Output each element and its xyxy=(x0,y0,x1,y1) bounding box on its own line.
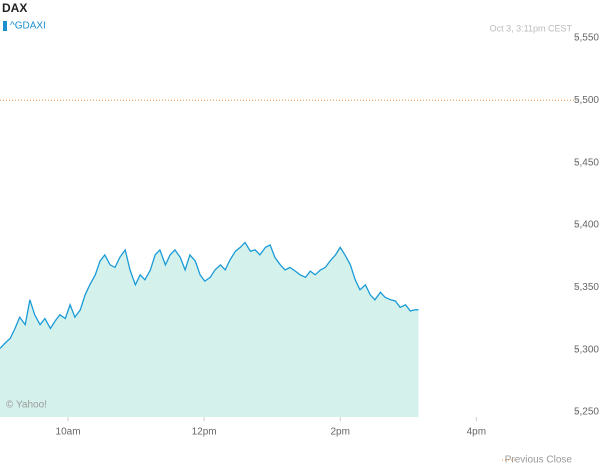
plot xyxy=(0,241,419,417)
x-tick-label: 4pm xyxy=(467,427,486,438)
x-tick-label: 2pm xyxy=(331,427,350,438)
area-fill xyxy=(0,242,419,417)
y-tick-label: 5,300 xyxy=(574,344,599,355)
y-tick-label: 5,250 xyxy=(574,407,599,418)
x-tick-label: 10am xyxy=(56,427,81,438)
price-line xyxy=(0,241,419,349)
legend-label: Previous Close xyxy=(505,455,573,466)
y-tick-label: 5,550 xyxy=(574,33,599,44)
x-tick-label: 12pm xyxy=(192,427,217,438)
y-tick-label: 5,350 xyxy=(574,282,599,293)
symbol: ^GDAXI xyxy=(10,21,46,32)
timestamp: Oct 3, 3:11pm CEST xyxy=(490,23,573,33)
y-tick-label: 5,500 xyxy=(574,95,599,106)
watermark: © Yahoo! xyxy=(6,400,47,411)
y-tick-label: 5,400 xyxy=(574,220,599,231)
y-tick-label: 5,450 xyxy=(574,157,599,168)
symbol-swatch xyxy=(3,21,7,31)
chart-title: DAX xyxy=(2,1,27,15)
